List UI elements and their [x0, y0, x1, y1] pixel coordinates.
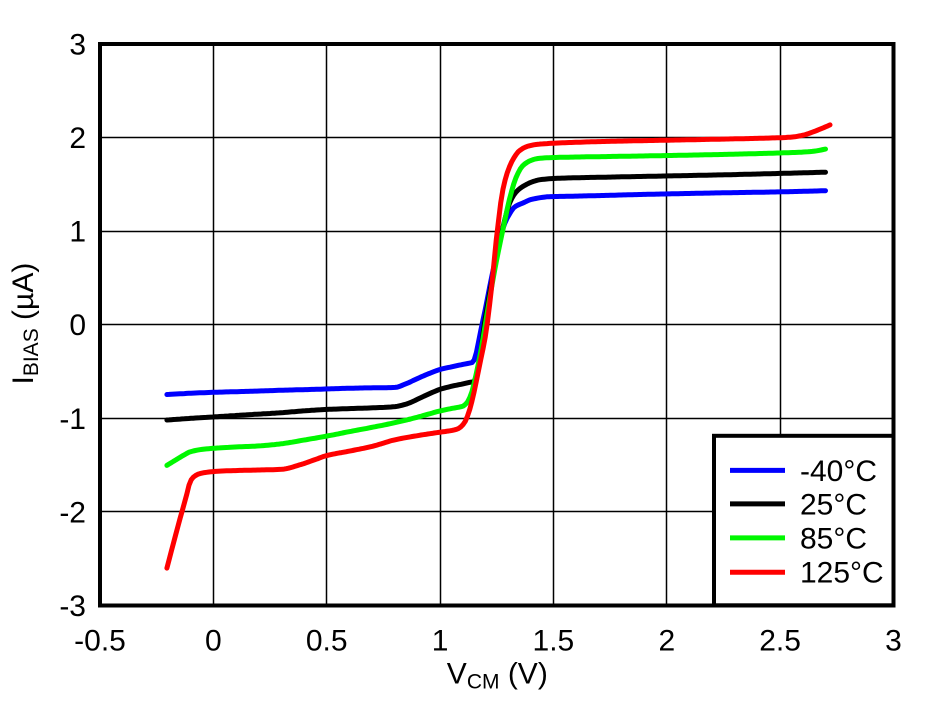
svg-text:2: 2 [658, 625, 675, 658]
svg-text:-3: -3 [59, 590, 86, 623]
svg-text:2.5: 2.5 [759, 625, 801, 658]
svg-text:3: 3 [69, 29, 86, 62]
svg-text:1.5: 1.5 [533, 625, 575, 658]
svg-text:-2: -2 [59, 496, 86, 529]
svg-text:-0.5: -0.5 [74, 625, 126, 658]
svg-text:125°C: 125°C [800, 557, 884, 590]
svg-text:1: 1 [69, 216, 86, 249]
svg-text:-40°C: -40°C [800, 455, 877, 488]
svg-text:25°C: 25°C [800, 488, 867, 521]
svg-text:1: 1 [432, 625, 449, 658]
svg-text:0: 0 [205, 625, 222, 658]
svg-text:0: 0 [69, 309, 86, 342]
svg-text:-1: -1 [59, 403, 86, 436]
svg-text:3: 3 [885, 625, 902, 658]
svg-text:2: 2 [69, 122, 86, 155]
svg-text:85°C: 85°C [800, 522, 867, 555]
svg-text:0.5: 0.5 [306, 625, 348, 658]
